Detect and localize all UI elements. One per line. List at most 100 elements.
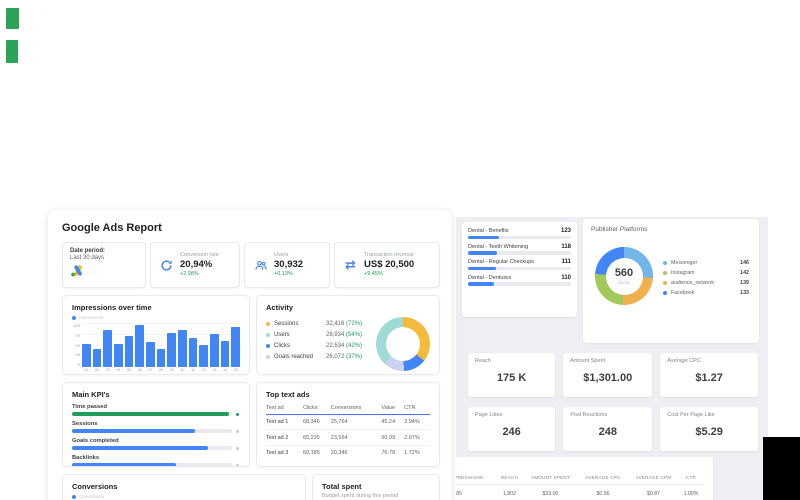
kpi-label: Conversion rate xyxy=(180,252,219,259)
date-period-value: Last 30 days xyxy=(70,255,105,261)
kpi-progress-name: Sessions xyxy=(72,421,98,427)
kpi-delta: +0.13% xyxy=(274,270,293,277)
activity-legend-item: Users 28,934 (54%) xyxy=(266,332,376,338)
x-tick-label: 13 xyxy=(212,368,217,372)
table-row: Text ad 3 60,185 20,346 76.78 1.72% xyxy=(266,445,430,460)
publisher-legend-item: Facebook 133 xyxy=(663,290,749,296)
campaign-value: 118 xyxy=(561,243,571,250)
metric-card: Amount Spent $1,301.00 xyxy=(563,353,653,397)
publisher-value: 146 xyxy=(740,260,749,266)
main-kpis-list: Time passed Sessions Goals completed Backli… xyxy=(72,404,240,466)
campaign-value: 110 xyxy=(561,274,571,281)
table-cell: 45.24 xyxy=(381,414,405,431)
column-header: IMPRESSIONS xyxy=(456,473,496,485)
y-tick-label: 75 xyxy=(75,332,80,338)
x-tick-label: 12 xyxy=(201,368,206,372)
kpi-progress-marker xyxy=(236,429,239,433)
impressions-x-axis: 01 02 03 04 05 06 07 08 09 10 11 12 13 14 15 xyxy=(82,368,240,372)
x-tick-label: 01 xyxy=(84,368,89,372)
date-period-label: Date period: xyxy=(70,248,106,254)
kpi-progress-track xyxy=(72,412,239,416)
campaign-progress-track xyxy=(468,282,571,286)
campaign-progress-fill xyxy=(468,235,499,239)
total-spent-title: Total spent xyxy=(322,482,362,491)
metric-card: Page Likes 246 xyxy=(468,407,556,451)
table-cell: 60,185 xyxy=(302,449,320,456)
publisher-name: audience_network xyxy=(671,280,714,286)
date-period-card[interactable]: Date period: Last 30 days xyxy=(62,242,146,288)
legend-dot-icon xyxy=(266,322,270,326)
activity-percent: (42%) xyxy=(346,343,363,349)
column-header: CTR xyxy=(678,473,703,485)
bar xyxy=(178,330,187,367)
column-header: AVERAGE CPM xyxy=(628,473,679,485)
conversions-title: Conversions xyxy=(72,482,118,491)
legend-dot-icon xyxy=(72,315,76,320)
table-cell: Text ad 1 xyxy=(266,414,303,431)
metric-value: 248 xyxy=(598,426,617,438)
bar xyxy=(167,333,177,367)
publisher-value: 139 xyxy=(740,280,749,286)
top-text-ads-table: Text ad Clicks Conversions Value CTR Text ad … xyxy=(266,403,430,460)
table-cell: 2.97% xyxy=(404,429,430,446)
column-header: REACH xyxy=(495,473,523,485)
legend-dot-icon xyxy=(663,281,667,285)
activity-legend-item: Sessions 32,416 (72%) xyxy=(266,321,376,327)
x-tick-label: 14 xyxy=(222,368,228,372)
metric-card: Average CPC $1.27 xyxy=(660,353,758,397)
metric-card: Cost Per Page Like $5.29 xyxy=(660,407,758,451)
kpi-transaction-revenue[interactable]: ⇄ Transaction revenue US$ 20,500 +9.45% xyxy=(334,242,440,288)
kpi-conversion-rate[interactable]: Conversion rate 20,94% +2.98% xyxy=(150,242,240,288)
table-cell: 20,346 xyxy=(330,449,348,456)
activity-value: 22,534 (42%) xyxy=(326,343,363,349)
campaign-progress-fill xyxy=(468,266,496,270)
bar xyxy=(103,330,113,367)
bar xyxy=(146,341,155,367)
campaign-name: Dental - Regular Checkups xyxy=(468,259,535,265)
bar xyxy=(156,349,166,367)
activity-name: Sessions xyxy=(274,321,299,327)
campaign-progress-track xyxy=(468,251,571,255)
table-body: Text ad 1 68,346 25,764 45.24 3.94% Text ad 2… xyxy=(266,414,430,461)
impressions-y-axis: 100 75 50 25 0 xyxy=(72,323,82,367)
main-kpis-title: Main KPI's xyxy=(72,390,110,399)
campaign-progress-track xyxy=(468,266,571,270)
sync-icon xyxy=(159,259,174,272)
publisher-platforms-title: Publisher Platforms xyxy=(591,226,648,233)
bar xyxy=(124,335,134,367)
table-cell: 1.72% xyxy=(404,449,420,456)
activity-value: 26,072 (37%) xyxy=(326,354,363,360)
bar xyxy=(188,338,198,367)
campaign-item: Dental - Dentures 110 xyxy=(468,275,571,286)
metric-value: $5.29 xyxy=(695,426,723,438)
kpi-value: US$ 20,500 xyxy=(364,259,415,271)
google-ads-logo-icon xyxy=(71,265,82,277)
kpi-progress-track xyxy=(72,446,239,450)
activity-name: Clicks xyxy=(274,343,290,349)
activity-donut-chart xyxy=(376,317,430,371)
metric-value: 246 xyxy=(502,426,521,438)
campaign-name: Dental - Benefits xyxy=(468,228,509,234)
table-cell: 68,346 xyxy=(302,414,331,431)
metric-value: 175 K xyxy=(496,372,527,384)
kpi-progress-name: Backlinks xyxy=(72,455,100,461)
column-header: Value xyxy=(381,403,405,415)
publisher-value: 133 xyxy=(740,290,749,296)
x-tick-label: 05 xyxy=(126,368,132,372)
total-spent-panel: Total spent Budget spent during this per… xyxy=(312,474,440,500)
kpi-progress-item: Time passed xyxy=(72,404,240,416)
column-header: Clicks xyxy=(302,403,331,415)
kpi-value: 30,932 xyxy=(274,259,304,271)
kpi-progress-marker xyxy=(236,446,239,450)
kpi-progress-marker xyxy=(236,412,239,416)
y-tick-label: 25 xyxy=(75,352,80,358)
table-cell: Text ad 3 xyxy=(266,449,289,456)
activity-value: 28,934 (54%) xyxy=(326,332,363,338)
activity-title: Activity xyxy=(266,303,294,312)
x-tick-label: 02 xyxy=(94,368,100,372)
metric-label: Reach xyxy=(475,358,491,364)
kpi-users[interactable]: Users 30,932 +0.13% xyxy=(244,242,330,288)
table-row: Text ad 2 65,235 23,564 60.99 2.97% xyxy=(266,429,430,446)
